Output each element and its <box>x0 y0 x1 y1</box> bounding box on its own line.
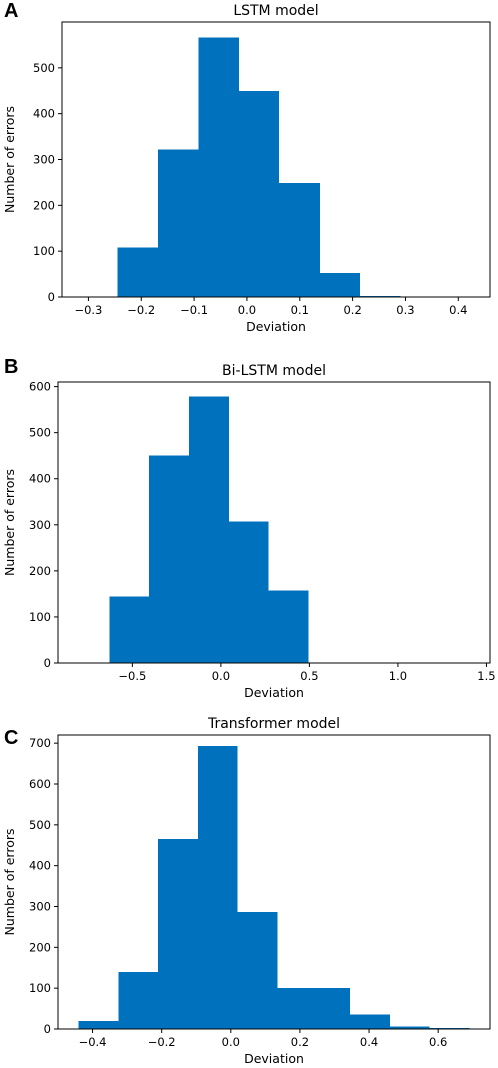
y-tick-label: 0 <box>48 290 55 304</box>
y-tick-label: 0 <box>44 656 51 670</box>
histogram-bar <box>189 396 229 663</box>
histogram-bar <box>149 455 190 663</box>
y-tick-label: 400 <box>33 107 55 121</box>
chart-title: Transformer model <box>207 716 340 732</box>
y-tick-label: 100 <box>33 244 55 258</box>
panel-letter: A <box>4 0 18 22</box>
y-tick-label: 100 <box>29 610 51 624</box>
histogram-bar <box>237 912 278 1029</box>
y-tick-label: 600 <box>29 380 51 394</box>
panel-letter: B <box>4 356 18 378</box>
y-axis-label: Number of errors <box>2 469 17 576</box>
x-tick-label: 0.3 <box>396 303 414 317</box>
x-tick-label: 0.6 <box>429 1035 447 1049</box>
y-tick-label: 200 <box>29 940 51 954</box>
x-tick-label: 0.0 <box>212 669 230 683</box>
histogram-bar <box>158 149 199 297</box>
y-tick-label: 0 <box>44 1022 51 1036</box>
chart-panel-a: A LSTM model −0.3 −0.2 −0.1 0.0 0.1 0.2 0.3 0.4 0 1… <box>2 0 491 334</box>
y-tick-label: 100 <box>29 981 51 995</box>
histogram-bar <box>197 746 238 1029</box>
y-tick-label: 200 <box>33 198 55 212</box>
histogram-bar <box>239 90 280 297</box>
x-tick-label: 0.0 <box>238 303 256 317</box>
histogram-bar <box>317 988 351 1029</box>
x-tick-label: 0.1 <box>291 303 309 317</box>
y-tick-label: 300 <box>29 900 51 914</box>
plot-frame <box>57 381 491 664</box>
chart-title: Bi-LSTM model <box>222 363 326 379</box>
histogram-bar <box>319 273 361 297</box>
x-tick-label: −0.2 <box>148 1035 176 1049</box>
histogram-bar <box>279 182 320 297</box>
y-tick-label: 700 <box>29 736 51 750</box>
histogram-bar <box>158 839 198 1029</box>
y-axis-label: Number of errors <box>2 829 17 936</box>
y-tick-label: 500 <box>29 818 51 832</box>
chart-panel-c: C Transformer model −0.4 −0.2 0.0 0.2 0.4 0.6 0 1… <box>2 716 491 1066</box>
histogram-bar <box>109 596 150 663</box>
chart-panel-b: B Bi-LSTM model −0.5 0.0 0.5 1.0 1.5 0 100 200 300… <box>2 356 496 700</box>
histogram-bar <box>228 521 269 663</box>
histogram-bar <box>117 247 159 297</box>
x-tick-label: −0.1 <box>180 303 208 317</box>
x-tick-label: −0.3 <box>74 303 102 317</box>
histogram-bar <box>350 1014 390 1029</box>
x-tick-label: 1.0 <box>389 669 407 683</box>
chart-title: LSTM model <box>233 3 318 19</box>
x-tick-label: −0.5 <box>118 669 146 683</box>
y-tick-label: 400 <box>29 859 51 873</box>
plot-frame <box>57 734 491 1030</box>
panel-letter: C <box>4 727 18 749</box>
x-tick-label: 0.5 <box>300 669 318 683</box>
histogram-bar <box>429 1027 470 1029</box>
x-tick-label: −0.4 <box>79 1035 107 1049</box>
histogram-bar <box>268 590 309 663</box>
x-axis-label: Deviation <box>246 319 306 334</box>
histogram-bar <box>198 37 240 297</box>
histogram-bar <box>277 988 318 1029</box>
y-tick-label: 500 <box>33 61 55 75</box>
y-tick-label: 400 <box>29 472 51 486</box>
x-tick-label: −0.2 <box>127 303 155 317</box>
x-tick-label: 0.4 <box>360 1035 378 1049</box>
y-tick-label: 600 <box>29 777 51 791</box>
histogram-bar <box>78 1020 119 1029</box>
histogram-bar <box>118 971 159 1029</box>
x-tick-label: 0.0 <box>222 1035 240 1049</box>
y-axis-label: Number of errors <box>2 106 17 213</box>
y-tick-label: 200 <box>29 564 51 578</box>
x-tick-label: 0.2 <box>291 1035 309 1049</box>
x-axis-label: Deviation <box>244 1051 304 1066</box>
x-tick-label: 0.2 <box>343 303 361 317</box>
x-axis-label: Deviation <box>244 685 304 700</box>
y-tick-label: 500 <box>29 426 51 440</box>
y-tick-label: 300 <box>33 153 55 167</box>
x-tick-label: 0.4 <box>449 303 467 317</box>
y-tick-label: 300 <box>29 518 51 532</box>
histogram-bar <box>389 1026 430 1029</box>
x-tick-label: 1.5 <box>477 669 495 683</box>
